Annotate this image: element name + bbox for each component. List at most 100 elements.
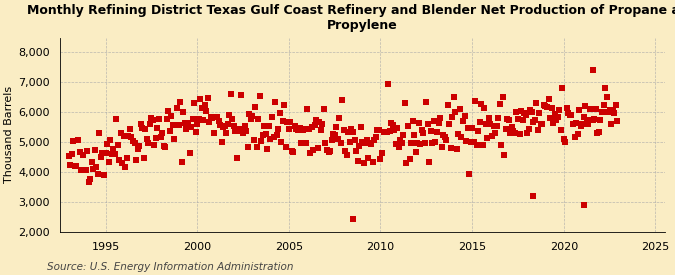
Point: [186, 125, 196, 130]
Point: [141, 136, 152, 141]
Point: [415, 141, 426, 146]
Point: [381, 130, 392, 134]
Point: [291, 127, 302, 131]
Point: [448, 95, 459, 99]
Point: [423, 122, 433, 126]
Point: [554, 108, 564, 112]
Point: [234, 127, 245, 131]
Point: [261, 132, 271, 137]
Point: [404, 157, 415, 161]
Point: [363, 156, 374, 160]
Point: [572, 132, 583, 136]
Point: [286, 149, 297, 153]
Point: [494, 102, 505, 107]
Point: [305, 151, 316, 155]
Point: [479, 105, 490, 110]
Point: [401, 161, 412, 165]
Point: [464, 172, 475, 176]
Point: [592, 131, 603, 135]
Point: [539, 103, 549, 108]
Point: [360, 141, 371, 145]
Point: [135, 122, 146, 126]
Point: [167, 123, 178, 127]
Point: [366, 142, 377, 147]
Point: [239, 124, 250, 128]
Point: [222, 121, 233, 126]
Point: [543, 97, 554, 102]
Point: [166, 114, 177, 118]
Point: [528, 119, 539, 124]
Point: [601, 95, 612, 99]
Point: [470, 98, 481, 103]
Point: [485, 122, 496, 127]
Point: [114, 158, 125, 163]
Point: [588, 68, 599, 73]
Point: [280, 145, 291, 150]
Point: [410, 149, 421, 154]
Point: [94, 131, 105, 135]
Point: [562, 105, 572, 110]
Point: [537, 122, 548, 127]
Point: [348, 130, 358, 134]
Point: [122, 156, 132, 160]
Point: [505, 131, 516, 135]
Point: [256, 139, 267, 144]
Point: [349, 138, 360, 142]
Point: [481, 122, 491, 126]
Point: [593, 130, 604, 135]
Point: [459, 114, 470, 118]
Point: [512, 117, 523, 121]
Point: [254, 94, 265, 98]
Point: [149, 143, 160, 147]
Point: [225, 92, 236, 96]
Point: [195, 97, 206, 101]
Point: [447, 115, 458, 119]
Point: [263, 124, 274, 128]
Point: [587, 117, 598, 122]
Point: [326, 138, 337, 142]
Point: [406, 141, 416, 145]
Point: [109, 152, 120, 156]
Point: [268, 135, 279, 140]
Point: [106, 152, 117, 156]
Point: [173, 123, 184, 127]
Point: [172, 106, 183, 110]
Point: [408, 133, 419, 138]
Point: [180, 121, 190, 125]
Point: [575, 124, 586, 128]
Point: [348, 217, 358, 221]
Point: [508, 129, 519, 133]
Point: [92, 172, 103, 177]
Point: [489, 131, 500, 135]
Point: [157, 131, 167, 135]
Point: [350, 149, 361, 153]
Point: [242, 145, 253, 149]
Point: [79, 167, 90, 172]
Point: [491, 123, 502, 128]
Point: [285, 120, 296, 124]
Point: [76, 168, 86, 172]
Point: [340, 149, 351, 154]
Point: [610, 102, 621, 107]
Point: [300, 141, 311, 146]
Point: [343, 130, 354, 134]
Point: [433, 121, 444, 125]
Point: [533, 128, 543, 132]
Point: [228, 124, 239, 129]
Point: [184, 150, 195, 155]
Point: [500, 127, 511, 131]
Y-axis label: Thousand Barrels: Thousand Barrels: [4, 86, 14, 183]
Point: [245, 117, 256, 122]
Point: [495, 143, 506, 147]
Point: [132, 147, 143, 152]
Point: [545, 116, 556, 120]
Point: [335, 141, 346, 145]
Point: [511, 110, 522, 114]
Point: [560, 139, 571, 144]
Point: [437, 133, 448, 137]
Point: [364, 141, 375, 145]
Point: [379, 130, 390, 134]
Point: [418, 130, 429, 135]
Point: [578, 203, 589, 207]
Point: [497, 94, 508, 99]
